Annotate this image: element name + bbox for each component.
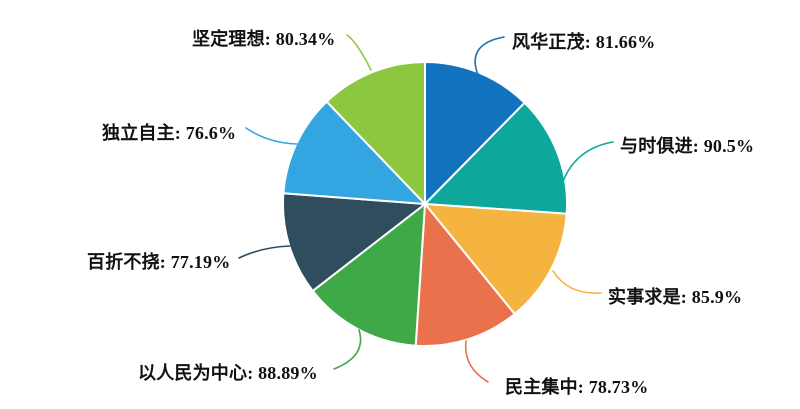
leader-line-1 <box>560 141 614 188</box>
leader-line-5 <box>238 245 291 259</box>
leader-line-3 <box>464 340 489 383</box>
pie-slice-7 <box>325 61 426 205</box>
pie-slice-5 <box>281 192 426 292</box>
leader-line-0 <box>474 36 505 76</box>
pie-callout-label-6: 独立自主: 76.6% <box>102 123 237 143</box>
leader-line-4 <box>333 329 362 370</box>
pie-callout-label-4: 以人民为中心: 88.89% <box>138 363 318 383</box>
leader-line-2 <box>552 270 602 294</box>
leader-line-6 <box>245 127 298 145</box>
leader-line-7 <box>346 34 372 71</box>
pie-callout-label-0: 风华正茂: 81.66% <box>512 32 656 52</box>
pie-slice-1 <box>424 101 569 215</box>
pie-slice-2 <box>424 203 568 315</box>
pie-callout-label-2: 实事求是: 85.9% <box>608 287 743 307</box>
pie-callout-label-5: 百折不挠: 77.19% <box>87 252 231 272</box>
pie-callout-label-3: 民主集中: 78.73% <box>505 377 649 397</box>
pie-slice-4 <box>311 203 426 347</box>
pie-callout-label-1: 与时俱进: 90.5% <box>620 136 755 156</box>
pie-slice-0 <box>424 61 526 205</box>
pie-callout-label-7: 坚定理想: 80.34% <box>192 29 336 49</box>
pie-slice-3 <box>414 203 516 347</box>
